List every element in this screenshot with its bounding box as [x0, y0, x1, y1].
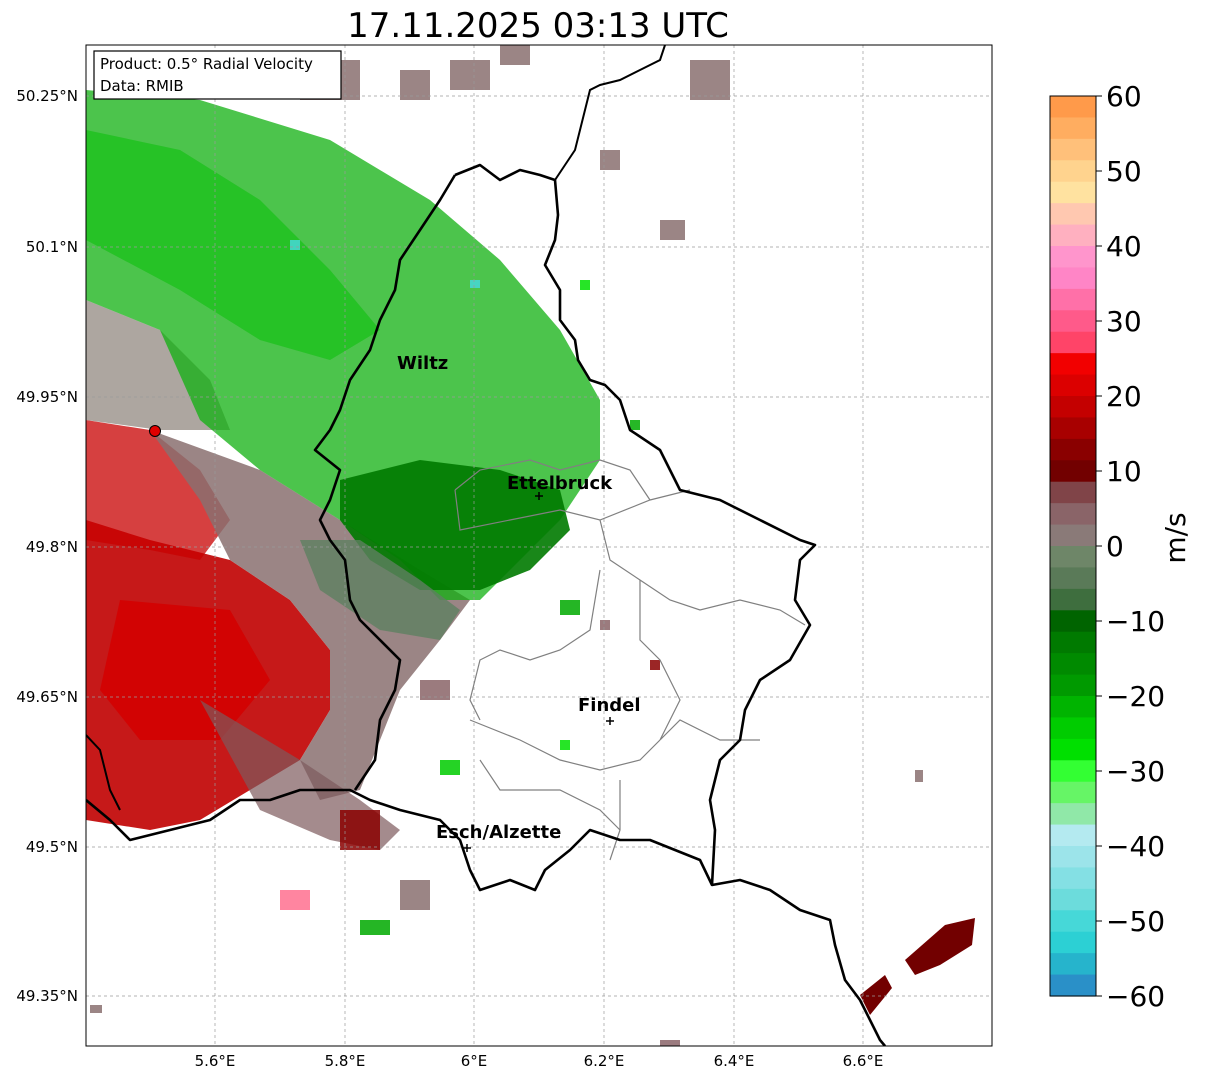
colorbar-swatch: [1050, 974, 1096, 997]
colorbar-swatch: [1050, 910, 1096, 933]
gridlines: [86, 45, 992, 1046]
colorbar-swatch: [1050, 717, 1096, 740]
city-marker-esch[interactable]: Esch/Alzette: [436, 822, 561, 852]
colorbar-swatch: [1050, 331, 1096, 354]
city-marker-wiltz[interactable]: Wiltz: [397, 353, 448, 374]
colorbar-swatch: [1050, 160, 1096, 183]
colorbar-swatch: [1050, 310, 1096, 333]
colorbar-swatch: [1050, 267, 1096, 290]
lat-tick-label: 49.8°N: [26, 538, 78, 556]
colorbar-swatch: [1050, 888, 1096, 911]
colorbar-tick-label: −10: [1106, 605, 1165, 638]
colorbar-swatch: [1050, 781, 1096, 804]
colorbar-swatch: [1050, 824, 1096, 847]
colorbar-tick-label: −30: [1106, 755, 1165, 788]
colorbar-swatches: [1050, 96, 1096, 997]
colorbar-tick-label: −40: [1106, 830, 1165, 863]
lat-tick-label: 50.25°N: [16, 87, 78, 105]
data-source-label: Data: RMIB: [100, 77, 184, 95]
colorbar-tick-label: −50: [1106, 905, 1165, 938]
city-marker-ettelbruck[interactable]: Ettelbruck: [507, 473, 613, 500]
lon-axis-labels: 5.6°E 5.8°E 6°E 6.2°E 6.4°E 6.6°E: [195, 1052, 884, 1070]
colorbar-swatch: [1050, 374, 1096, 397]
colorbar-swatch: [1050, 610, 1096, 633]
velocity-field: [86, 45, 975, 1046]
crosshair-icon: [463, 844, 471, 852]
colorbar-swatch: [1050, 567, 1096, 590]
colorbar-tick-label: 60: [1106, 80, 1142, 113]
colorbar-swatch: [1050, 181, 1096, 204]
colorbar-tick-label: −20: [1106, 680, 1165, 713]
colorbar-swatch: [1050, 631, 1096, 654]
map-frame: [85, 44, 993, 1047]
colorbar-swatch: [1050, 503, 1096, 526]
colorbar-swatch: [1050, 588, 1096, 611]
lon-tick-label: 6.4°E: [714, 1052, 755, 1070]
city-label-wiltz: Wiltz: [397, 353, 448, 374]
river-border: [554, 45, 666, 181]
city-label-esch: Esch/Alzette: [436, 822, 561, 843]
colorbar-tick-label: 0: [1106, 530, 1124, 563]
colorbar-swatch: [1050, 481, 1096, 504]
colorbar-swatch: [1050, 203, 1096, 226]
radar-site-marker[interactable]: [149, 425, 161, 437]
colorbar-ticks: 60 50 40 30 20 10 0 −10 −20 −30 −40 −50 −60: [1096, 80, 1165, 1013]
colorbar-tick-label: 40: [1106, 230, 1142, 263]
crosshair-icon: [535, 492, 543, 500]
colorbar-swatch: [1050, 846, 1096, 869]
crosshair-icon: [606, 717, 614, 725]
colorbar-swatch: [1050, 224, 1096, 247]
colorbar-swatch: [1050, 353, 1096, 376]
colorbar-swatch: [1050, 417, 1096, 440]
colorbar-swatch: [1050, 138, 1096, 161]
colorbar-tick-label: 30: [1106, 305, 1142, 338]
colorbar-swatch: [1050, 674, 1096, 697]
colorbar-swatch: [1050, 760, 1096, 783]
lat-tick-label: 49.5°N: [26, 838, 78, 856]
colorbar-swatch: [1050, 288, 1096, 311]
colorbar-tick-label: −60: [1106, 980, 1165, 1013]
west-border: [86, 734, 121, 811]
info-box: Product: 0.5° Radial Velocity Data: RMIB: [93, 50, 342, 100]
canton-boundaries: [454, 459, 806, 861]
colorbar-swatch: [1050, 803, 1096, 826]
lat-axis-labels: 50.25°N 50.1°N 49.95°N 49.8°N 49.65°N 49…: [16, 87, 78, 1005]
colorbar-swatch: [1050, 738, 1096, 761]
colorbar-swatch: [1050, 460, 1096, 483]
lon-tick-label: 6.2°E: [584, 1052, 625, 1070]
colorbar-swatch: [1050, 96, 1096, 119]
lat-tick-label: 49.65°N: [16, 688, 78, 706]
lon-tick-label: 6.6°E: [843, 1052, 884, 1070]
lat-tick-label: 50.1°N: [26, 238, 78, 256]
country-border: [86, 163, 886, 1046]
colorbar-swatch: [1050, 653, 1096, 676]
chart-title: 17.11.2025 03:13 UTC: [347, 6, 729, 46]
city-label-findel: Findel: [578, 695, 641, 716]
colorbar-swatch: [1050, 953, 1096, 976]
colorbar-swatch: [1050, 867, 1096, 890]
city-marker-findel[interactable]: Findel: [578, 695, 641, 725]
lon-tick-label: 6°E: [461, 1052, 488, 1070]
colorbar-tick-label: 20: [1106, 380, 1142, 413]
colorbar-tick-label: 10: [1106, 455, 1142, 488]
colorbar-swatch: [1050, 396, 1096, 419]
colorbar-swatch: [1050, 696, 1096, 719]
colorbar-unit-label: m/s: [1159, 512, 1192, 563]
colorbar-swatch: [1050, 931, 1096, 954]
colorbar-swatch: [1050, 524, 1096, 547]
colorbar-tick-label: 50: [1106, 155, 1142, 188]
colorbar: 60 50 40 30 20 10 0 −10 −20 −30 −40 −50 −60 m/s: [1049, 80, 1192, 1013]
lon-tick-label: 5.8°E: [325, 1052, 366, 1070]
colorbar-swatch: [1050, 438, 1096, 461]
colorbar-swatch: [1050, 117, 1096, 140]
colorbar-swatch: [1050, 246, 1096, 269]
city-label-ettelbruck: Ettelbruck: [507, 473, 613, 494]
colorbar-swatch: [1050, 546, 1096, 569]
lat-tick-label: 49.35°N: [16, 987, 78, 1005]
lat-tick-label: 49.95°N: [16, 388, 78, 406]
radar-map[interactable]: Ettelbruck Wiltz Findel Esch/Alzette Pro…: [85, 44, 993, 1050]
lon-tick-label: 5.6°E: [195, 1052, 236, 1070]
product-label: Product: 0.5° Radial Velocity: [100, 55, 313, 73]
